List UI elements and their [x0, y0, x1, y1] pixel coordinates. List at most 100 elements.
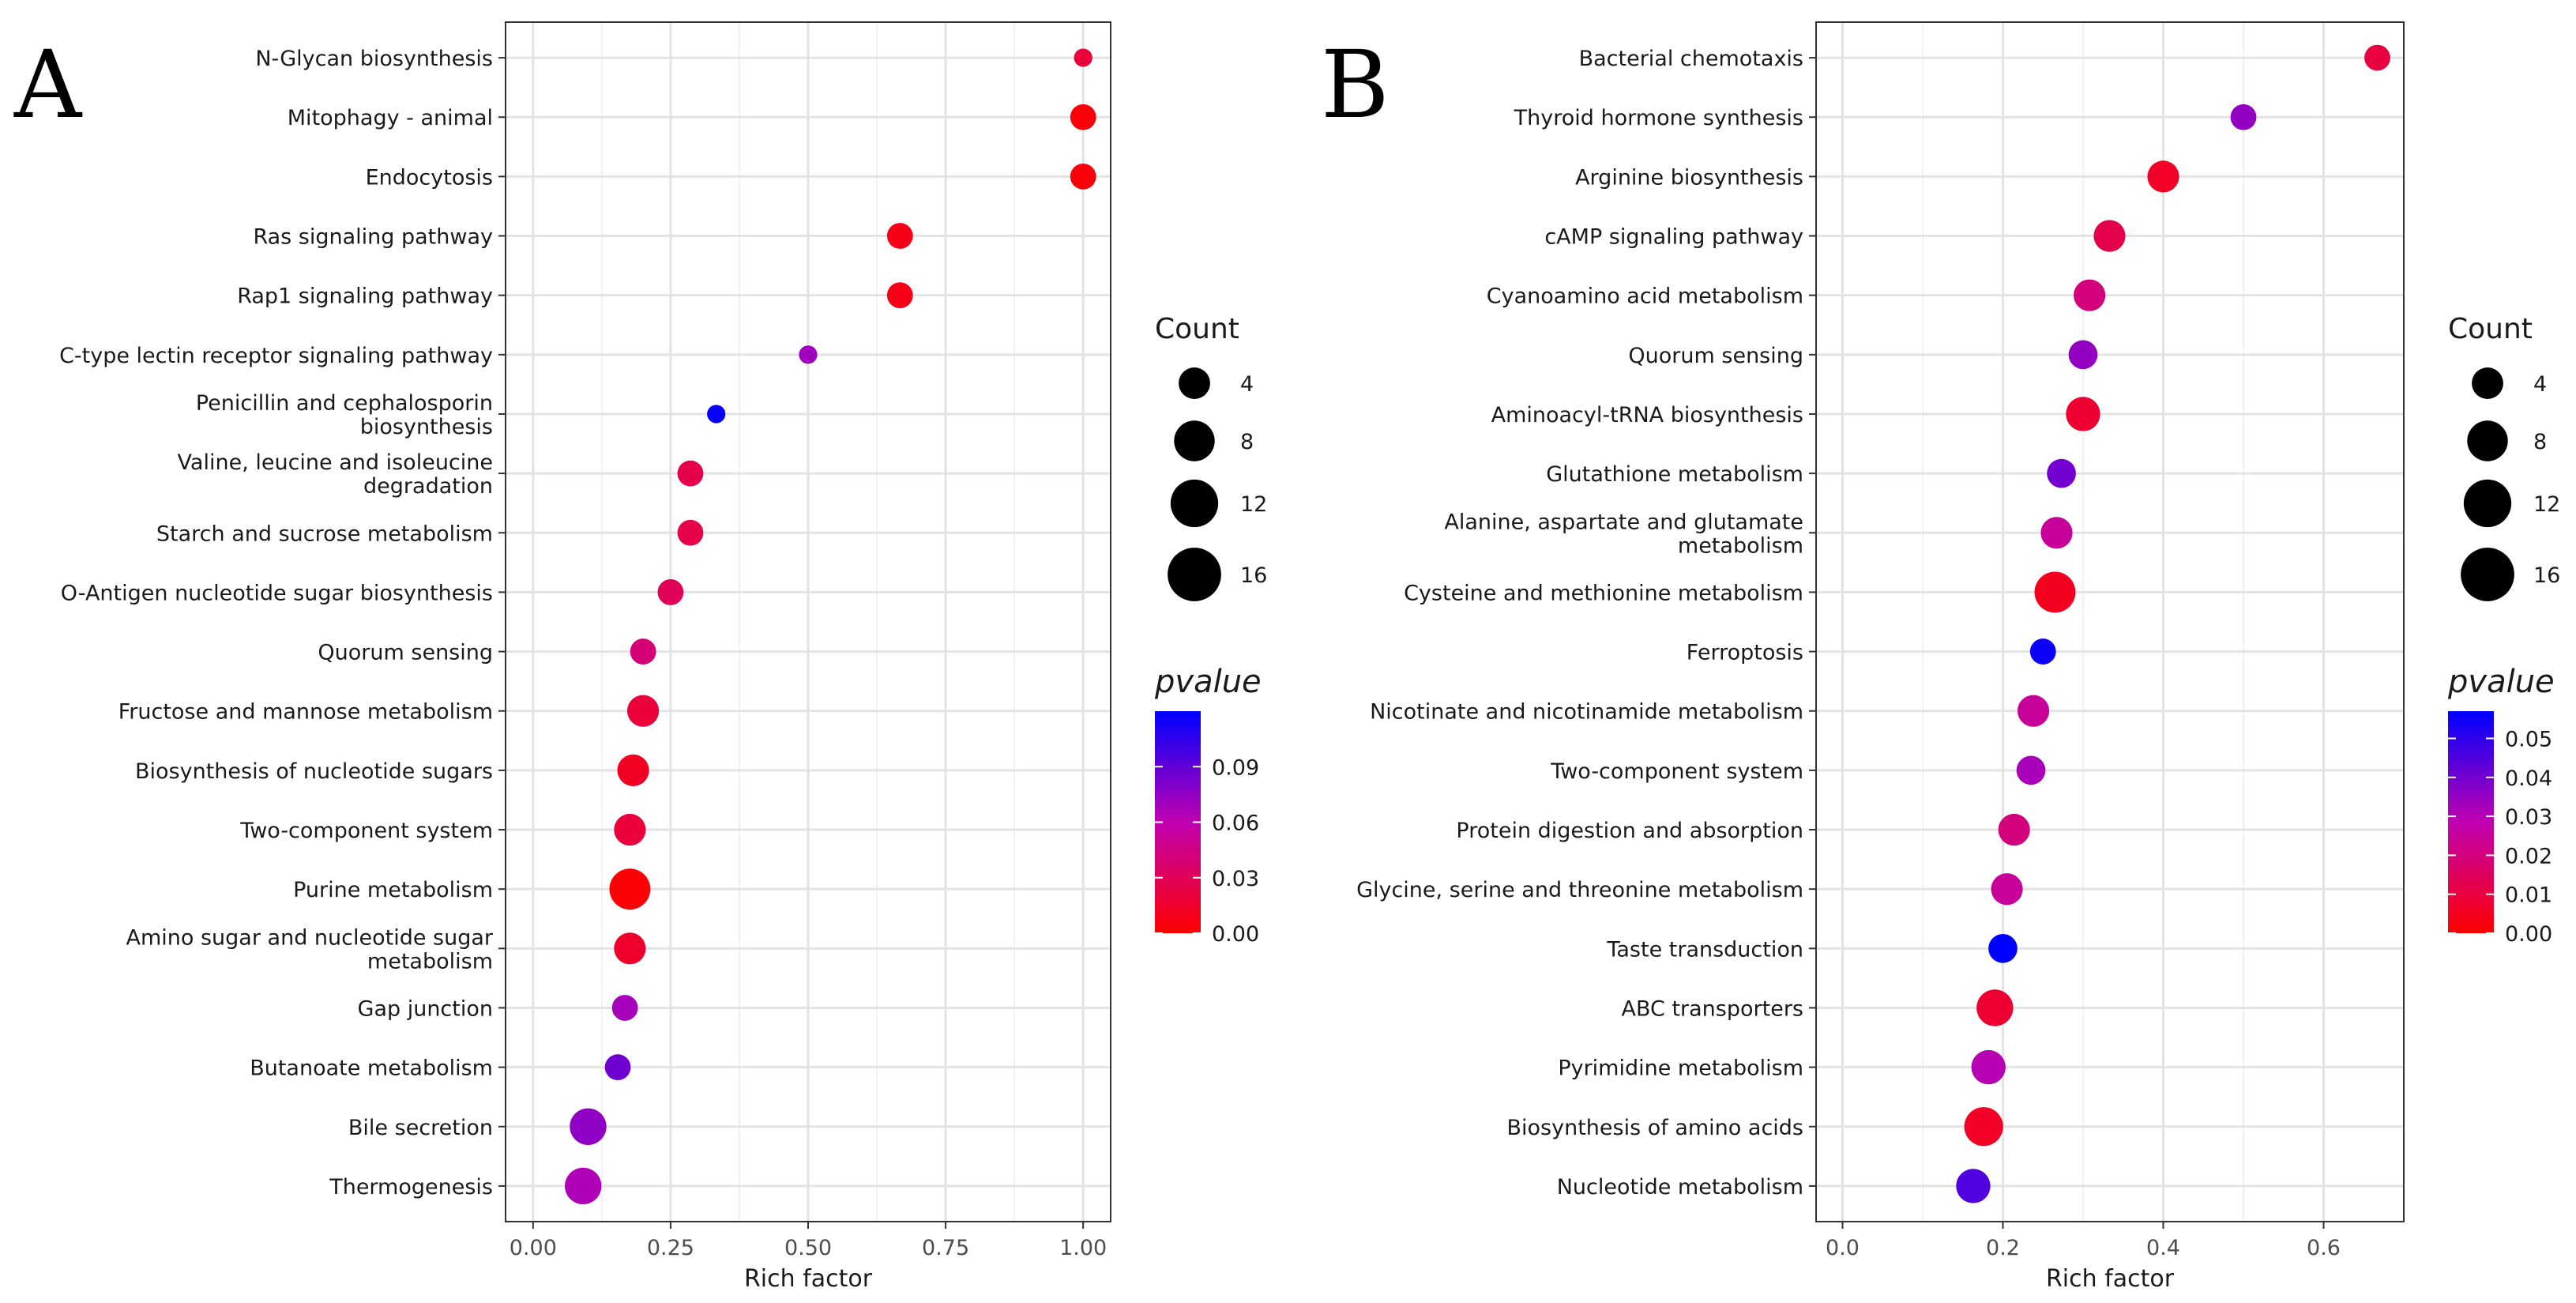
- x-axis-title: Rich factor: [2046, 1265, 2175, 1293]
- data-point: [564, 1167, 602, 1205]
- colorbar-tick-label: 0.00: [2505, 922, 2552, 947]
- x-tick-label: 0.50: [784, 1236, 832, 1260]
- data-point: [799, 345, 818, 364]
- x-tick-label: 0.4: [2146, 1236, 2180, 1260]
- category-label: Nucleotide metabolism: [1557, 1175, 1803, 1199]
- data-point: [1070, 104, 1096, 130]
- colorbar-tick-label: 0.06: [1212, 812, 1259, 836]
- category-label: Rap1 signaling pathway: [237, 284, 493, 309]
- plot-area: [1816, 22, 2404, 1222]
- category-label: Ferroptosis: [1687, 641, 1803, 665]
- category-label: degradation: [363, 474, 493, 499]
- category-label: Two-component system: [1550, 759, 1803, 784]
- category-label: Glutathione metabolism: [1546, 462, 1803, 487]
- count-legend-label: 16: [2533, 563, 2560, 588]
- data-point: [1971, 1049, 2006, 1085]
- count-legend-dot: [2467, 420, 2508, 461]
- x-axis-title: Rich factor: [744, 1265, 873, 1293]
- data-point: [614, 932, 646, 965]
- count-legend-label: 4: [1240, 372, 1254, 397]
- pvalue-legend-title: pvalue: [2447, 664, 2555, 700]
- panel-letter: A: [13, 30, 83, 139]
- category-label: Endocytosis: [366, 165, 493, 190]
- data-point: [630, 638, 656, 665]
- count-legend-label: 8: [1240, 430, 1254, 454]
- data-point: [886, 282, 913, 309]
- category-label: Bacterial chemotaxis: [1579, 47, 1803, 71]
- count-legend-label: 12: [2533, 492, 2560, 517]
- data-point: [2017, 695, 2050, 727]
- data-point: [2040, 517, 2073, 549]
- category-label: Thyroid hormone synthesis: [1514, 106, 1803, 130]
- data-point: [1070, 163, 1096, 190]
- colorbar-tick-label: 0.04: [2505, 766, 2552, 791]
- data-point: [1998, 813, 2030, 846]
- category-label: Two-component system: [239, 819, 493, 843]
- category-label: Biosynthesis of amino acids: [1507, 1116, 1804, 1140]
- data-point: [604, 1054, 631, 1081]
- category-label: Gap junction: [358, 996, 493, 1021]
- data-point: [611, 995, 638, 1021]
- count-legend-label: 8: [2533, 430, 2547, 454]
- category-label: Glycine, serine and threonine metabolism: [1356, 878, 1803, 902]
- count-legend-title: Count: [1155, 313, 1239, 345]
- data-point: [617, 754, 649, 786]
- x-tick-label: 0.2: [1986, 1236, 2020, 1260]
- x-tick-label: 1.00: [1059, 1236, 1107, 1260]
- data-point: [707, 405, 726, 424]
- data-point: [2068, 340, 2098, 370]
- data-point: [614, 813, 646, 846]
- data-point: [2364, 44, 2390, 71]
- category-label: Quorum sensing: [1628, 344, 1803, 368]
- data-point: [1074, 48, 1092, 67]
- colorbar-tick-label: 0.02: [2505, 844, 2552, 868]
- x-tick-label: 0.0: [1826, 1236, 1860, 1260]
- colorbar-tick-label: 0.03: [2505, 805, 2552, 830]
- data-point: [1991, 873, 2023, 906]
- category-label: metabolism: [1678, 533, 1803, 558]
- data-point: [886, 223, 913, 249]
- category-label: metabolism: [367, 949, 493, 973]
- count-legend-dot: [2463, 479, 2512, 528]
- category-label: Taste transduction: [1606, 937, 1803, 962]
- category-label: Protein digestion and absorption: [1456, 819, 1803, 843]
- x-tick-label: 0.75: [922, 1236, 969, 1260]
- data-point: [2047, 458, 2076, 488]
- category-label: Fructose and mannose metabolism: [118, 700, 493, 725]
- data-point: [2016, 755, 2046, 785]
- category-label: Biosynthesis of nucleotide sugars: [135, 759, 493, 784]
- x-tick-label: 0.25: [647, 1236, 694, 1260]
- data-point: [570, 1108, 607, 1145]
- data-point: [677, 460, 704, 487]
- count-legend-dot: [2461, 548, 2514, 601]
- category-label: biosynthesis: [360, 415, 493, 439]
- category-label: Bile secretion: [348, 1116, 493, 1140]
- panel-letter: B: [1321, 30, 1390, 139]
- data-points: [1956, 44, 2390, 1203]
- x-tick-label: 0.6: [2307, 1236, 2341, 1260]
- category-label: Purine metabolism: [293, 878, 493, 902]
- category-label: Mitophagy - animal: [288, 106, 493, 130]
- category-label: Cysteine and methionine metabolism: [1404, 581, 1803, 605]
- x-tick-label: 0.00: [510, 1236, 557, 1260]
- category-label: Nicotinate and nicotinamide metabolism: [1370, 700, 1803, 725]
- category-label: Pyrimidine metabolism: [1558, 1056, 1803, 1081]
- category-label: Penicillin and cephalosporin: [196, 391, 493, 416]
- count-legend-dot: [2472, 367, 2503, 399]
- data-point: [2074, 279, 2106, 311]
- count-legend-label: 4: [2533, 372, 2547, 397]
- category-label: C-type lectin receptor signaling pathway: [59, 344, 493, 368]
- data-point: [609, 868, 651, 910]
- category-label: Aminoacyl-tRNA biosynthesis: [1491, 403, 1803, 427]
- colorbar-tick-label: 0.03: [1212, 867, 1259, 891]
- count-legend-dot: [1179, 367, 1210, 399]
- data-point: [657, 579, 684, 605]
- category-label: Butanoate metabolism: [250, 1056, 493, 1081]
- data-point: [2034, 571, 2076, 613]
- data-point: [627, 695, 660, 727]
- panel-b: B Bacterial chemotaxis Thyroid hormone syn…: [1321, 21, 2560, 1293]
- category-label: O-Antigen nucleotide sugar biosynthesis: [61, 581, 493, 605]
- category-label: Alanine, aspartate and glutamate: [1444, 510, 1803, 534]
- data-point: [1976, 989, 2014, 1026]
- category-label: Arginine biosynthesis: [1575, 165, 1803, 190]
